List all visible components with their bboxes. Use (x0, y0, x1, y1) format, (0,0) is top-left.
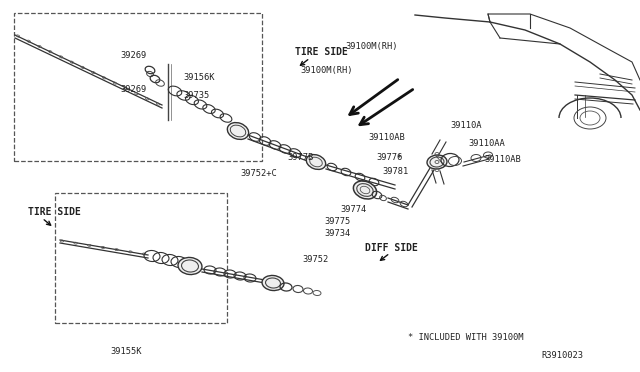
Ellipse shape (427, 155, 447, 169)
Text: 39269: 39269 (120, 51, 147, 60)
Text: TIRE SIDE: TIRE SIDE (28, 207, 81, 217)
Text: *: * (396, 154, 401, 163)
Bar (55, 193, 227, 323)
Text: 39100M(RH): 39100M(RH) (345, 42, 397, 51)
Ellipse shape (307, 154, 326, 169)
Text: 39110AB: 39110AB (368, 134, 404, 142)
Text: 39752: 39752 (302, 256, 328, 264)
Text: DIFF SIDE: DIFF SIDE (365, 243, 418, 253)
Bar (14, 13, 262, 161)
Text: 39155K: 39155K (110, 347, 141, 356)
Text: 39100M(RH): 39100M(RH) (300, 65, 353, 74)
Text: * INCLUDED WITH 39100M: * INCLUDED WITH 39100M (408, 334, 524, 343)
Text: 39110AA: 39110AA (468, 138, 505, 148)
Text: 39110AB: 39110AB (484, 154, 521, 164)
Text: 39775: 39775 (324, 218, 350, 227)
Ellipse shape (227, 122, 249, 140)
Text: 39781: 39781 (382, 167, 408, 176)
Text: 39735: 39735 (183, 92, 209, 100)
Text: TIRE SIDE: TIRE SIDE (295, 47, 348, 57)
Ellipse shape (178, 257, 202, 275)
Text: 39110A: 39110A (450, 122, 481, 131)
Ellipse shape (353, 181, 376, 199)
Ellipse shape (262, 275, 284, 291)
Text: 39156K: 39156K (183, 73, 214, 81)
Text: 39774: 39774 (340, 205, 366, 214)
Text: 39734: 39734 (324, 228, 350, 237)
Text: 3977B: 3977B (287, 154, 313, 163)
Text: R3910023: R3910023 (541, 350, 583, 359)
Text: 39752+C: 39752+C (240, 169, 276, 177)
Text: 39269: 39269 (120, 86, 147, 94)
Text: 39776: 39776 (376, 154, 403, 163)
